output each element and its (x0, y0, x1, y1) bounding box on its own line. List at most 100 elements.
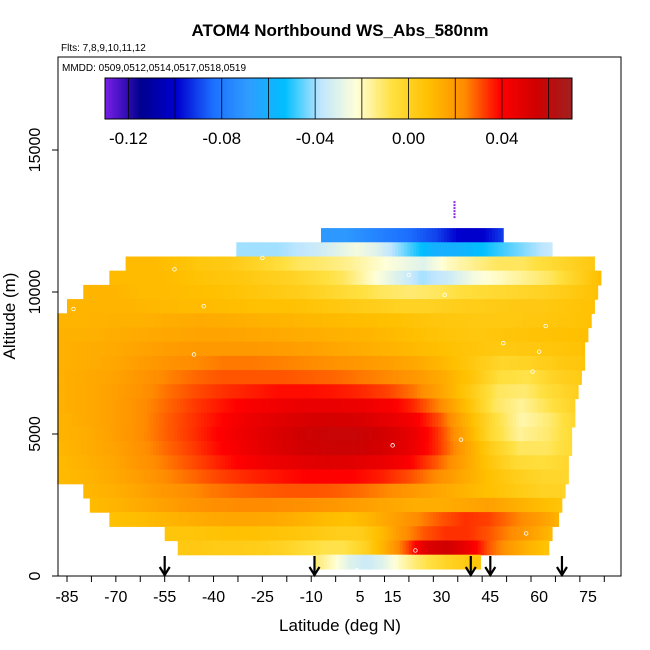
heatmap-cell (96, 412, 100, 428)
heatmap-cell (196, 270, 200, 286)
heatmap-cell (303, 313, 307, 329)
heatmap-cell (445, 270, 449, 286)
heatmap-cell (170, 483, 174, 499)
heatmap-cell (486, 327, 490, 343)
heatmap-cell (431, 526, 436, 542)
heatmap-cell (543, 341, 547, 357)
heatmap-cell (294, 327, 298, 343)
heatmap-cell (273, 384, 277, 400)
heatmap-cell (541, 512, 545, 527)
heatmap-cell (423, 441, 427, 456)
heatmap-cell (504, 341, 508, 357)
heatmap-cell (272, 497, 277, 513)
heatmap-cell (160, 512, 164, 527)
heatmap-cell (456, 327, 460, 343)
colorbar-cell (175, 78, 178, 119)
heatmap-cell (87, 426, 91, 442)
heatmap-cell (206, 497, 211, 513)
heatmap-cell (172, 299, 176, 314)
heatmap-cell (416, 284, 420, 300)
heatmap-cell (311, 483, 315, 499)
heatmap-cell (242, 256, 247, 272)
chart-title: ATOM4 Northbound WS_Abs_580nm (192, 21, 489, 40)
heatmap-cell (516, 327, 520, 343)
heatmap-cell (501, 313, 505, 329)
heatmap-cell (198, 370, 202, 385)
heatmap-cell (466, 512, 470, 527)
colorbar-cell (396, 78, 400, 119)
heatmap-cell (549, 327, 553, 343)
heatmap-cell (402, 412, 406, 428)
heatmap-cell (542, 483, 546, 499)
heatmap-cell (204, 469, 208, 485)
heatmap-cell (546, 426, 550, 442)
heatmap-cell (220, 270, 224, 286)
heatmap-cell (234, 469, 238, 485)
heatmap-cell (377, 228, 382, 243)
heatmap-cell (589, 270, 593, 286)
heatmap-cell (429, 313, 433, 329)
heatmap-cell (132, 327, 136, 343)
heatmap-cell (87, 341, 91, 357)
heatmap-cell (191, 256, 196, 272)
heatmap-cell (240, 455, 244, 471)
heatmap-cell (66, 426, 70, 442)
heatmap-cell (308, 284, 312, 300)
heatmap-cell (300, 398, 304, 414)
heatmap-cell (351, 341, 355, 357)
heatmap-cell (465, 412, 469, 428)
heatmap-cell (420, 313, 424, 329)
heatmap-cell (441, 469, 445, 485)
heatmap-cell (258, 313, 262, 329)
heatmap-cell (236, 483, 240, 499)
colorbar-cell (548, 78, 552, 119)
heatmap-cell (442, 512, 446, 527)
heatmap-cell (531, 398, 535, 414)
heatmap-cell (330, 370, 334, 385)
heatmap-cell (533, 256, 538, 272)
heatmap-cell (215, 526, 220, 542)
heatmap-cell (399, 441, 403, 456)
heatmap-cell (135, 412, 139, 428)
heatmap-cell (99, 455, 103, 471)
heatmap-cell (330, 441, 334, 456)
heatmap-cell (558, 355, 562, 371)
colorbar-cell (511, 78, 515, 119)
heatmap-cell (246, 398, 250, 414)
heatmap-cell (247, 512, 251, 527)
heatmap-cell (196, 299, 200, 314)
colorbar-cell (522, 78, 526, 119)
heatmap-cell (287, 256, 292, 272)
heatmap-cell (421, 270, 425, 286)
heatmap-cell (302, 483, 306, 499)
heatmap-cell (420, 469, 424, 485)
heatmap-cell (377, 483, 381, 499)
heatmap-cell (309, 355, 313, 371)
heatmap-cell (227, 256, 232, 272)
heatmap-cell (129, 327, 133, 343)
heatmap-cell (522, 327, 526, 343)
heatmap-cell (111, 412, 115, 428)
heatmap-cell (275, 256, 280, 272)
heatmap-cell (522, 384, 526, 400)
heatmap-cell (474, 327, 478, 343)
heatmap-cell (491, 284, 495, 300)
heatmap-cell (549, 313, 553, 329)
x-tick-label-9: 45 (481, 589, 499, 606)
heatmap-cell (398, 256, 403, 272)
heatmap-cell (114, 441, 118, 456)
heatmap-cell (476, 483, 480, 499)
heatmap-cell (105, 426, 109, 442)
heatmap-cell (357, 313, 361, 329)
heatmap-cell (357, 355, 361, 371)
heatmap-cell (497, 242, 501, 258)
colorbar-cell (329, 78, 332, 119)
heatmap-cell (414, 327, 418, 343)
heatmap-cell (144, 327, 148, 343)
heatmap-cell (405, 355, 409, 371)
heatmap-cell (300, 441, 304, 456)
heatmap-cell (87, 455, 91, 471)
heatmap-cell (272, 526, 277, 542)
heatmap-cell (504, 426, 508, 442)
heatmap-cell (342, 341, 346, 357)
